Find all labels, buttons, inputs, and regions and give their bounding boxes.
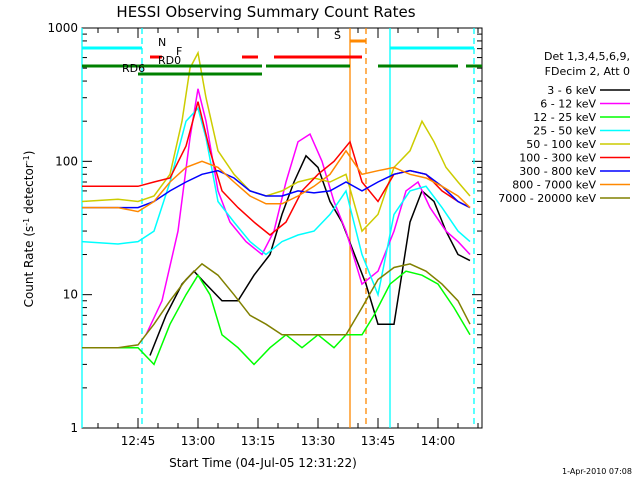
series-line xyxy=(82,101,471,236)
y-axis-title-sup2: -1 xyxy=(22,155,31,163)
series-line xyxy=(82,262,471,349)
x-tick-label: 13:15 xyxy=(241,434,276,448)
legend-label: 800 - 7000 keV xyxy=(512,179,596,192)
y-tick-label: 10 xyxy=(63,288,78,302)
x-tick-label: 12:45 xyxy=(121,434,156,448)
x-tick-label: 13:30 xyxy=(301,434,336,448)
series-line xyxy=(81,50,471,233)
legend-label: 100 - 300 keV xyxy=(519,152,596,165)
y-tick-label: 100 xyxy=(55,154,78,168)
series-line xyxy=(149,154,471,356)
flag-bar-label: N xyxy=(158,36,166,49)
x-tick-label: 14:00 xyxy=(421,434,456,448)
legend-label: 7000 - 20000 keV xyxy=(498,192,596,205)
legend-header-2: FDecim 2, Att 0 xyxy=(545,65,630,78)
legend-label: 25 - 50 keV xyxy=(533,125,596,138)
legend-header-1: Det 1,3,4,5,6,9, xyxy=(544,50,630,63)
y-tick-label: 1000 xyxy=(47,21,78,35)
y-axis-title: Count Rate (s-1 detector-1) xyxy=(22,151,36,308)
y-axis-title-part3: ) xyxy=(22,151,36,156)
y-tick-label: 1 xyxy=(70,421,78,435)
x-tick-label: 13:45 xyxy=(361,434,396,448)
flag-bar-label: S xyxy=(334,29,341,42)
legend-label: 6 - 12 keV xyxy=(540,98,596,111)
y-axis-title-sup1: -1 xyxy=(22,218,31,226)
legend-label: 50 - 100 keV xyxy=(526,138,596,151)
y-axis-title-part2: detector xyxy=(22,163,36,218)
legend-label: 12 - 25 keV xyxy=(533,111,596,124)
flag-bar-label: RD0 xyxy=(158,54,181,67)
series-line xyxy=(82,270,471,366)
flag-bar-label: F xyxy=(176,45,182,58)
legend-label: 3 - 6 keV xyxy=(547,84,596,97)
y-axis-title-part1: Count Rate (s xyxy=(22,226,36,308)
x-axis-title: Start Time (04-Jul-05 12:31:22) xyxy=(169,456,357,470)
footer-timestamp: 1-Apr-2010 07:08 xyxy=(562,467,632,476)
series-line xyxy=(82,169,471,209)
series-line xyxy=(145,88,471,336)
x-tick-label: 13:00 xyxy=(181,434,216,448)
chart-title: HESSI Observing Summary Count Rates xyxy=(116,3,415,21)
series-line xyxy=(82,149,471,213)
legend-label: 300 - 800 keV xyxy=(519,165,596,178)
flag-bar-label: RD6 xyxy=(122,62,145,75)
